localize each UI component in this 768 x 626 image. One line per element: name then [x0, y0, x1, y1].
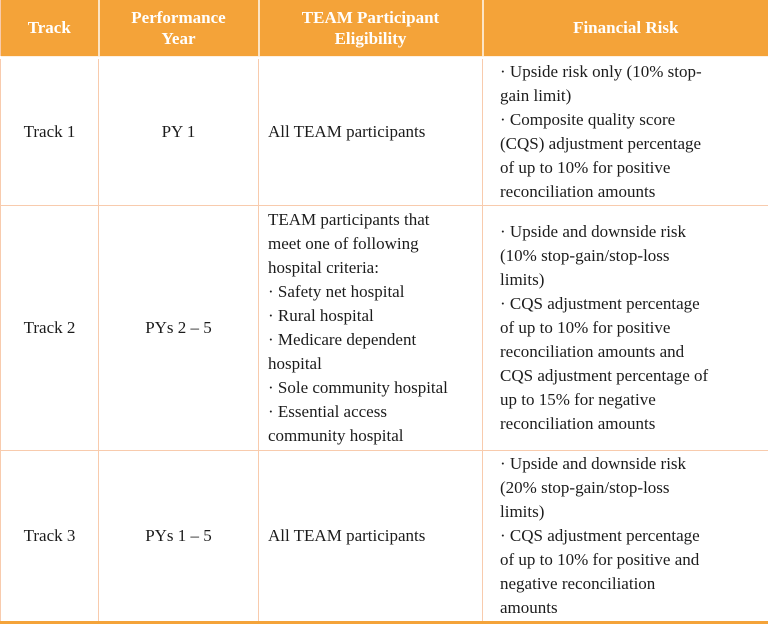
eligibility-bullet: · Sole community hospital: [268, 377, 448, 397]
risk-bullet: · CQS adjustment percentage of up to 10%…: [500, 293, 709, 433]
risk-bullet: · Upside risk only (10% stop- gain limit…: [500, 61, 702, 105]
eligibility-text: All TEAM participants: [268, 525, 426, 545]
cell-performance-year: PYs 1 – 5: [98, 449, 259, 623]
risk-bullet: · Composite quality score (CQS) adjustme…: [500, 109, 702, 201]
cell-track: Track 2: [0, 204, 99, 451]
cell-track: Track 3: [0, 449, 99, 623]
eligibility-text: All TEAM participants: [268, 121, 426, 141]
cell-financial-risk: · Upside and downside risk (10% stop-gai…: [482, 204, 768, 451]
table-row-track-2: Track 2 PYs 2 – 5 TEAM participants that…: [0, 204, 768, 451]
header-team-participant-eligibility: TEAM Participant Eligibility: [257, 0, 483, 59]
risk-bullet: · CQS adjustment percentage of up to 10%…: [500, 525, 700, 617]
cell-performance-year: PYs 2 – 5: [98, 204, 259, 451]
risk-bullet: · Upside and downside risk (10% stop-gai…: [500, 221, 687, 289]
cell-eligibility: All TEAM participants: [258, 449, 483, 623]
header-financial-risk: Financial Risk: [481, 0, 768, 59]
cell-track: Track 1: [0, 56, 99, 206]
eligibility-bullet: · Medicare dependent hospital: [268, 329, 417, 373]
eligibility-bullet: · Rural hospital: [268, 305, 374, 325]
cell-performance-year: PY 1: [98, 56, 259, 206]
table-header-row: Track Performance Year TEAM Participant …: [0, 0, 768, 59]
cell-eligibility: TEAM participants that meet one of follo…: [258, 204, 483, 451]
cell-eligibility: All TEAM participants: [258, 56, 483, 206]
table-row-track-1: Track 1 PY 1 All TEAM participants · Ups…: [0, 56, 768, 206]
header-performance-year: Performance Year: [97, 0, 259, 59]
table-row-track-3: Track 3 PYs 1 – 5 All TEAM participants …: [0, 449, 768, 623]
eligibility-intro: TEAM participants that meet one of follo…: [268, 209, 430, 277]
cell-financial-risk: · Upside risk only (10% stop- gain limit…: [482, 56, 768, 206]
header-track: Track: [0, 0, 99, 59]
eligibility-bullet: · Safety net hospital: [268, 281, 405, 301]
eligibility-bullet: · Essential access community hospital: [268, 401, 404, 445]
cell-financial-risk: · Upside and downside risk (20% stop-gai…: [482, 449, 768, 623]
risk-bullet: · Upside and downside risk (20% stop-gai…: [500, 453, 687, 521]
